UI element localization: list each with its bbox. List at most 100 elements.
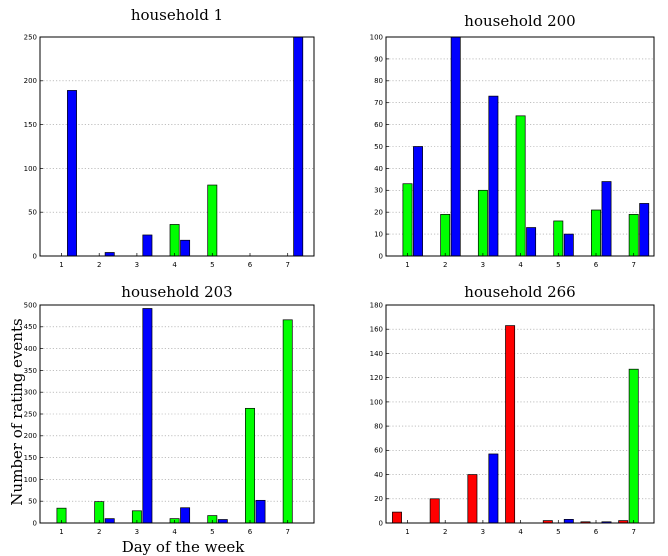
panel-1-xtick-label-4: 4 (172, 261, 177, 269)
panel-4-ytick-label-8: 160 (370, 326, 383, 334)
panel-1-xtick-label-2: 2 (97, 261, 101, 269)
panel-3-xtick-label-1: 1 (59, 528, 63, 536)
panel-2-xtick-label-5: 5 (556, 261, 560, 269)
panel-4-ytick-label-5: 100 (370, 398, 383, 406)
panel-3-title: household 203 (121, 283, 232, 301)
panel-4-ytick-label-4: 80 (374, 423, 383, 431)
panel-2-ytick-label-10: 100 (370, 33, 383, 41)
panel-3-bar-2-2 (94, 501, 105, 524)
panel-2-bar-3-7 (639, 203, 650, 257)
panel-3-ytick-label-8: 400 (24, 345, 37, 353)
panel-3-ytick-label-9: 450 (24, 323, 37, 331)
panel-2-ytick-label-4: 40 (374, 165, 383, 173)
panel-2-ytick-label-9: 90 (374, 55, 383, 63)
panel-4-xtick-label-1: 1 (405, 528, 409, 536)
panel-2-xtick-label-4: 4 (518, 261, 523, 269)
panel-4-ytick-label-9: 180 (370, 301, 383, 309)
panel-2-bar-2-1 (402, 183, 413, 257)
panel-1-title: household 1 (131, 6, 223, 24)
panel-3-bar-3-2 (104, 518, 115, 524)
figure-x-label: Day of the week (122, 538, 245, 556)
panel-3-ytick-label-1: 50 (28, 498, 37, 506)
panel-2-bar-2-7 (628, 214, 639, 257)
panel-2-bar-3-3 (488, 95, 499, 257)
panel-3-ytick-label-0: 0 (33, 519, 37, 527)
panel-3-ytick-label-10: 500 (24, 301, 37, 309)
panel-1-bar-3-3 (142, 234, 153, 257)
panel-1-xtick-label-5: 5 (210, 261, 214, 269)
panel-4-ytick-label-7: 140 (370, 350, 383, 358)
panel-3-bar-3-6 (255, 499, 266, 524)
panel-4-xtick-label-7: 7 (631, 528, 635, 536)
panel-1-ytick-label-5: 250 (24, 33, 37, 41)
panel-1-xtick-label-6: 6 (248, 261, 253, 269)
panel-2-title: household 200 (464, 12, 575, 30)
panel-1-bar-2-5 (207, 184, 218, 257)
panel-4-ytick-label-6: 120 (370, 374, 383, 382)
panel-3-ytick-label-2: 100 (24, 476, 37, 484)
panel-4-ytick-label-1: 20 (374, 495, 383, 503)
panel-2-bar-2-2 (440, 214, 451, 257)
panel-2-xtick-label-3: 3 (481, 261, 485, 269)
panel-2-xtick-label-6: 6 (594, 261, 599, 269)
panel-2-xtick-label-2: 2 (443, 261, 447, 269)
panel-1-ytick-label-0: 0 (33, 252, 37, 260)
panel-2-bar-3-4 (526, 227, 537, 257)
panel-4-bar-2-7 (628, 368, 639, 524)
panel-2-ytick-label-7: 70 (374, 99, 383, 107)
panel-3-xtick-label-4: 4 (172, 528, 177, 536)
panel-3-ytick-label-4: 200 (24, 432, 37, 440)
panel-4-xtick-label-5: 5 (556, 528, 560, 536)
panel-1-ytick-label-4: 200 (24, 77, 37, 85)
panel-4-bar-3-5 (563, 519, 574, 524)
panel-2-bar-3-2 (450, 36, 461, 257)
panel-2-bar-3-1 (413, 146, 423, 257)
panel-4-bar-1-3 (467, 474, 478, 524)
panel-1-ytick-label-3: 150 (24, 121, 37, 129)
panel-1-ytick-label-1: 50 (28, 209, 37, 217)
panel-4-bar-1-1 (392, 511, 402, 524)
panel-2-xtick-label-1: 1 (405, 261, 409, 269)
panel-4-xtick-label-4: 4 (518, 528, 523, 536)
panel-3-xtick-label-6: 6 (248, 528, 253, 536)
panel-3-axes-frame (39, 304, 315, 524)
panel-3-bar-3-4 (180, 507, 191, 524)
panel-2-ytick-label-1: 10 (374, 231, 383, 239)
panel-4-ytick-label-3: 60 (374, 447, 383, 455)
panel-3-ytick-label-5: 250 (24, 410, 37, 418)
panel-3-ytick-label-3: 150 (24, 454, 37, 462)
panel-3-ytick-label-7: 350 (24, 367, 37, 375)
panel-3-xtick-label-5: 5 (210, 528, 214, 536)
panel-1-bar-3-4 (180, 239, 191, 257)
figure-y-label: Number of rating events (8, 318, 26, 505)
panel-2-bar-2-3 (477, 189, 488, 257)
panel-2-ytick-label-8: 80 (374, 77, 383, 85)
panel-4-ytick-label-0: 0 (379, 519, 383, 527)
panel-3-bar-2-7 (282, 319, 293, 524)
panel-2-xtick-label-7: 7 (631, 261, 635, 269)
panel-2-ytick-label-0: 0 (379, 252, 383, 260)
panel-1-ytick-label-2: 100 (24, 165, 37, 173)
panel-2-bar-3-6 (601, 181, 612, 257)
panel-4-axes-frame (385, 304, 655, 524)
panel-3-xtick-label-2: 2 (97, 528, 101, 536)
panel-4-xtick-label-6: 6 (594, 528, 599, 536)
panel-1-xtick-label-7: 7 (285, 261, 289, 269)
panel-2-ytick-label-6: 60 (374, 121, 383, 129)
panel-1-axes-frame (39, 36, 315, 257)
panel-2-ytick-label-2: 20 (374, 209, 383, 217)
panel-1-bar-3-1 (67, 90, 77, 257)
panel-4-xtick-label-3: 3 (481, 528, 485, 536)
panel-4-bar-1-2 (429, 498, 440, 524)
panel-2-bar-2-4 (515, 115, 526, 257)
panel-4-bar-1-4 (505, 325, 516, 524)
panel-4-ytick-label-2: 40 (374, 471, 383, 479)
panel-4-xtick-label-2: 2 (443, 528, 447, 536)
panel-2-ytick-label-3: 30 (374, 187, 383, 195)
panel-1-bar-3-2 (104, 252, 115, 257)
panel-4-bar-3-3 (488, 453, 499, 524)
panel-3-bar-2-6 (245, 407, 255, 524)
panel-2-bar-2-5 (553, 220, 564, 257)
panel-1-xtick-label-1: 1 (59, 261, 63, 269)
